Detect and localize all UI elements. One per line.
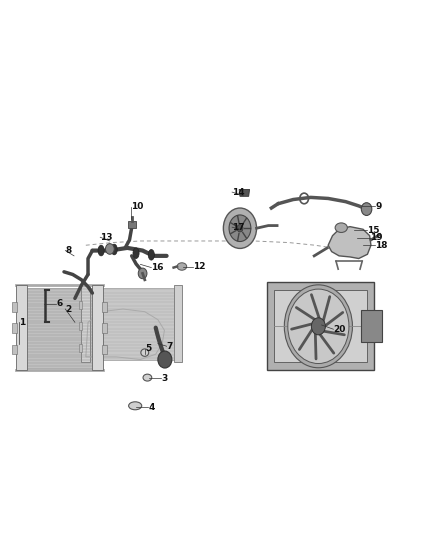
- Circle shape: [284, 285, 353, 368]
- Text: 6: 6: [56, 299, 62, 308]
- Polygon shape: [361, 310, 382, 342]
- Polygon shape: [12, 302, 17, 312]
- Circle shape: [311, 318, 325, 335]
- Text: 17: 17: [232, 223, 245, 232]
- Polygon shape: [328, 227, 371, 259]
- Text: 18: 18: [375, 241, 388, 250]
- Polygon shape: [92, 285, 103, 370]
- Ellipse shape: [335, 223, 347, 232]
- Polygon shape: [25, 288, 101, 368]
- Circle shape: [288, 289, 349, 364]
- Text: 4: 4: [148, 403, 155, 412]
- Polygon shape: [79, 301, 82, 309]
- Ellipse shape: [177, 263, 187, 270]
- Circle shape: [223, 208, 257, 248]
- Polygon shape: [102, 345, 107, 354]
- Ellipse shape: [141, 349, 149, 357]
- Text: 2: 2: [65, 304, 71, 313]
- Polygon shape: [102, 324, 107, 333]
- Text: 8: 8: [65, 246, 71, 255]
- Polygon shape: [12, 345, 17, 354]
- Text: 13: 13: [100, 233, 113, 242]
- Circle shape: [138, 268, 147, 279]
- Circle shape: [237, 224, 243, 232]
- Text: 20: 20: [333, 325, 346, 334]
- Polygon shape: [88, 288, 180, 360]
- Text: 5: 5: [145, 344, 151, 353]
- Polygon shape: [79, 344, 82, 352]
- Polygon shape: [128, 221, 136, 228]
- Circle shape: [229, 215, 251, 241]
- Polygon shape: [174, 285, 182, 362]
- Polygon shape: [274, 290, 367, 362]
- Polygon shape: [102, 302, 107, 312]
- Text: 15: 15: [367, 226, 380, 235]
- Polygon shape: [267, 282, 374, 370]
- Text: 12: 12: [193, 262, 205, 271]
- Ellipse shape: [148, 249, 154, 260]
- Polygon shape: [81, 285, 90, 362]
- Circle shape: [361, 203, 372, 215]
- Text: 19: 19: [370, 233, 382, 243]
- Text: 1: 1: [19, 318, 25, 327]
- Polygon shape: [79, 322, 82, 330]
- Ellipse shape: [98, 245, 104, 256]
- Ellipse shape: [143, 374, 152, 381]
- Ellipse shape: [129, 402, 142, 410]
- Polygon shape: [239, 189, 250, 196]
- Circle shape: [158, 351, 172, 368]
- Text: 14: 14: [232, 188, 245, 197]
- Text: 7: 7: [166, 342, 173, 351]
- Polygon shape: [16, 285, 27, 370]
- Circle shape: [106, 244, 114, 254]
- Text: 9: 9: [375, 202, 381, 211]
- Ellipse shape: [111, 244, 117, 255]
- Ellipse shape: [133, 248, 139, 259]
- Text: 3: 3: [161, 374, 168, 383]
- Text: 10: 10: [131, 203, 143, 212]
- Polygon shape: [12, 324, 17, 333]
- Text: 16: 16: [151, 263, 164, 272]
